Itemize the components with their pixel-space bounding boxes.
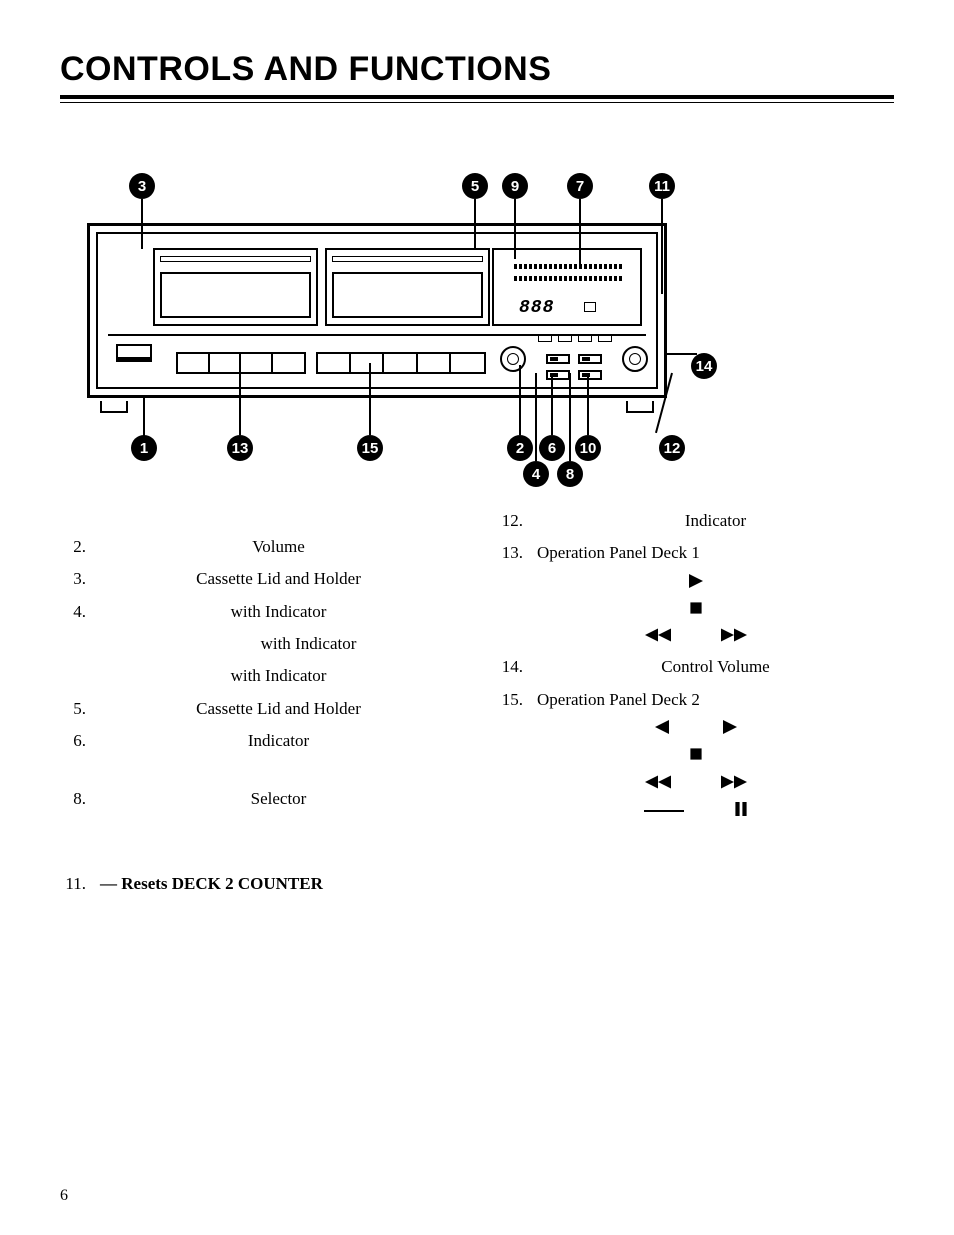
slide-switch [546,370,570,380]
power-button [116,344,152,362]
slide-switch [546,354,570,364]
deck2-stop-row [497,746,894,769]
cassette-door-1 [153,248,318,326]
small-button [538,334,552,342]
page-number: 6 [60,1187,68,1205]
callout-2: 2 [507,435,533,461]
callout-5: 5 [462,173,488,199]
deck2-seek-row [497,774,894,797]
callout-3: 3 [129,173,155,199]
ff-icon [721,774,747,797]
callout-13: 13 [227,435,253,461]
callout-15: 15 [357,435,383,461]
volume-knob-1 [500,346,526,372]
stop-icon [687,600,705,623]
volume-knob-2 [622,346,648,372]
deck2-buttons [316,352,486,374]
device-bezel: 888 [96,232,658,389]
callout-11: 11 [649,173,675,199]
pause-icon [734,801,748,824]
deck1-stop-row [497,600,894,623]
rule-thin [60,102,894,103]
rule-thick [60,95,894,99]
back-icon [653,719,671,742]
rewind-icon [645,627,671,650]
lead [661,199,663,294]
callout-12: 12 [659,435,685,461]
counter-digits: 888 [519,298,554,318]
slide-switch [578,370,602,380]
lead [535,373,537,461]
lead [667,353,697,355]
callout-1: 1 [131,435,157,461]
lead [519,365,521,435]
ff-icon [721,627,747,650]
lead [141,199,143,249]
display-panel: 888 [492,248,642,326]
small-button [578,334,592,342]
rewind-icon [645,774,671,797]
foot [100,401,128,413]
small-button [598,334,612,342]
lead [239,363,241,435]
callout-10: 10 [575,435,601,461]
lead [579,199,581,264]
lead [474,199,476,249]
deck2-pause-row [497,801,894,824]
lead [514,199,516,259]
small-button [558,334,572,342]
deck2-dir-row [497,719,894,742]
page-title: CONTROLS AND FUNCTIONS [60,50,894,89]
slide-switch [578,354,602,364]
lead [551,373,553,435]
deck1-seek-row [497,627,894,650]
callout-9: 9 [502,173,528,199]
legend-right: 12.Indicator 13.Operation Panel Deck 1 1… [497,508,894,903]
legend-columns: 2.Volume 3.Cassette Lid and Holder 4.wit… [60,508,894,903]
lead [369,363,371,435]
stop-icon [687,746,705,769]
cassette-door-2 [325,248,490,326]
line-icon [644,801,684,824]
lead [587,373,589,435]
foot [626,401,654,413]
callout-6: 6 [539,435,565,461]
deck1-buttons [176,352,306,374]
callout-7: 7 [567,173,593,199]
legend-left: 2.Volume 3.Cassette Lid and Holder 4.wit… [60,508,457,903]
callout-8: 8 [557,461,583,487]
lead [569,373,571,461]
device-diagram: 3 5 9 7 11 888 [87,173,867,493]
deck1-play-row [497,573,894,596]
callout-14: 14 [691,353,717,379]
lead [143,398,145,436]
play-icon [687,573,705,596]
play-icon [721,719,739,742]
display-icon [584,302,596,312]
callout-4: 4 [523,461,549,487]
